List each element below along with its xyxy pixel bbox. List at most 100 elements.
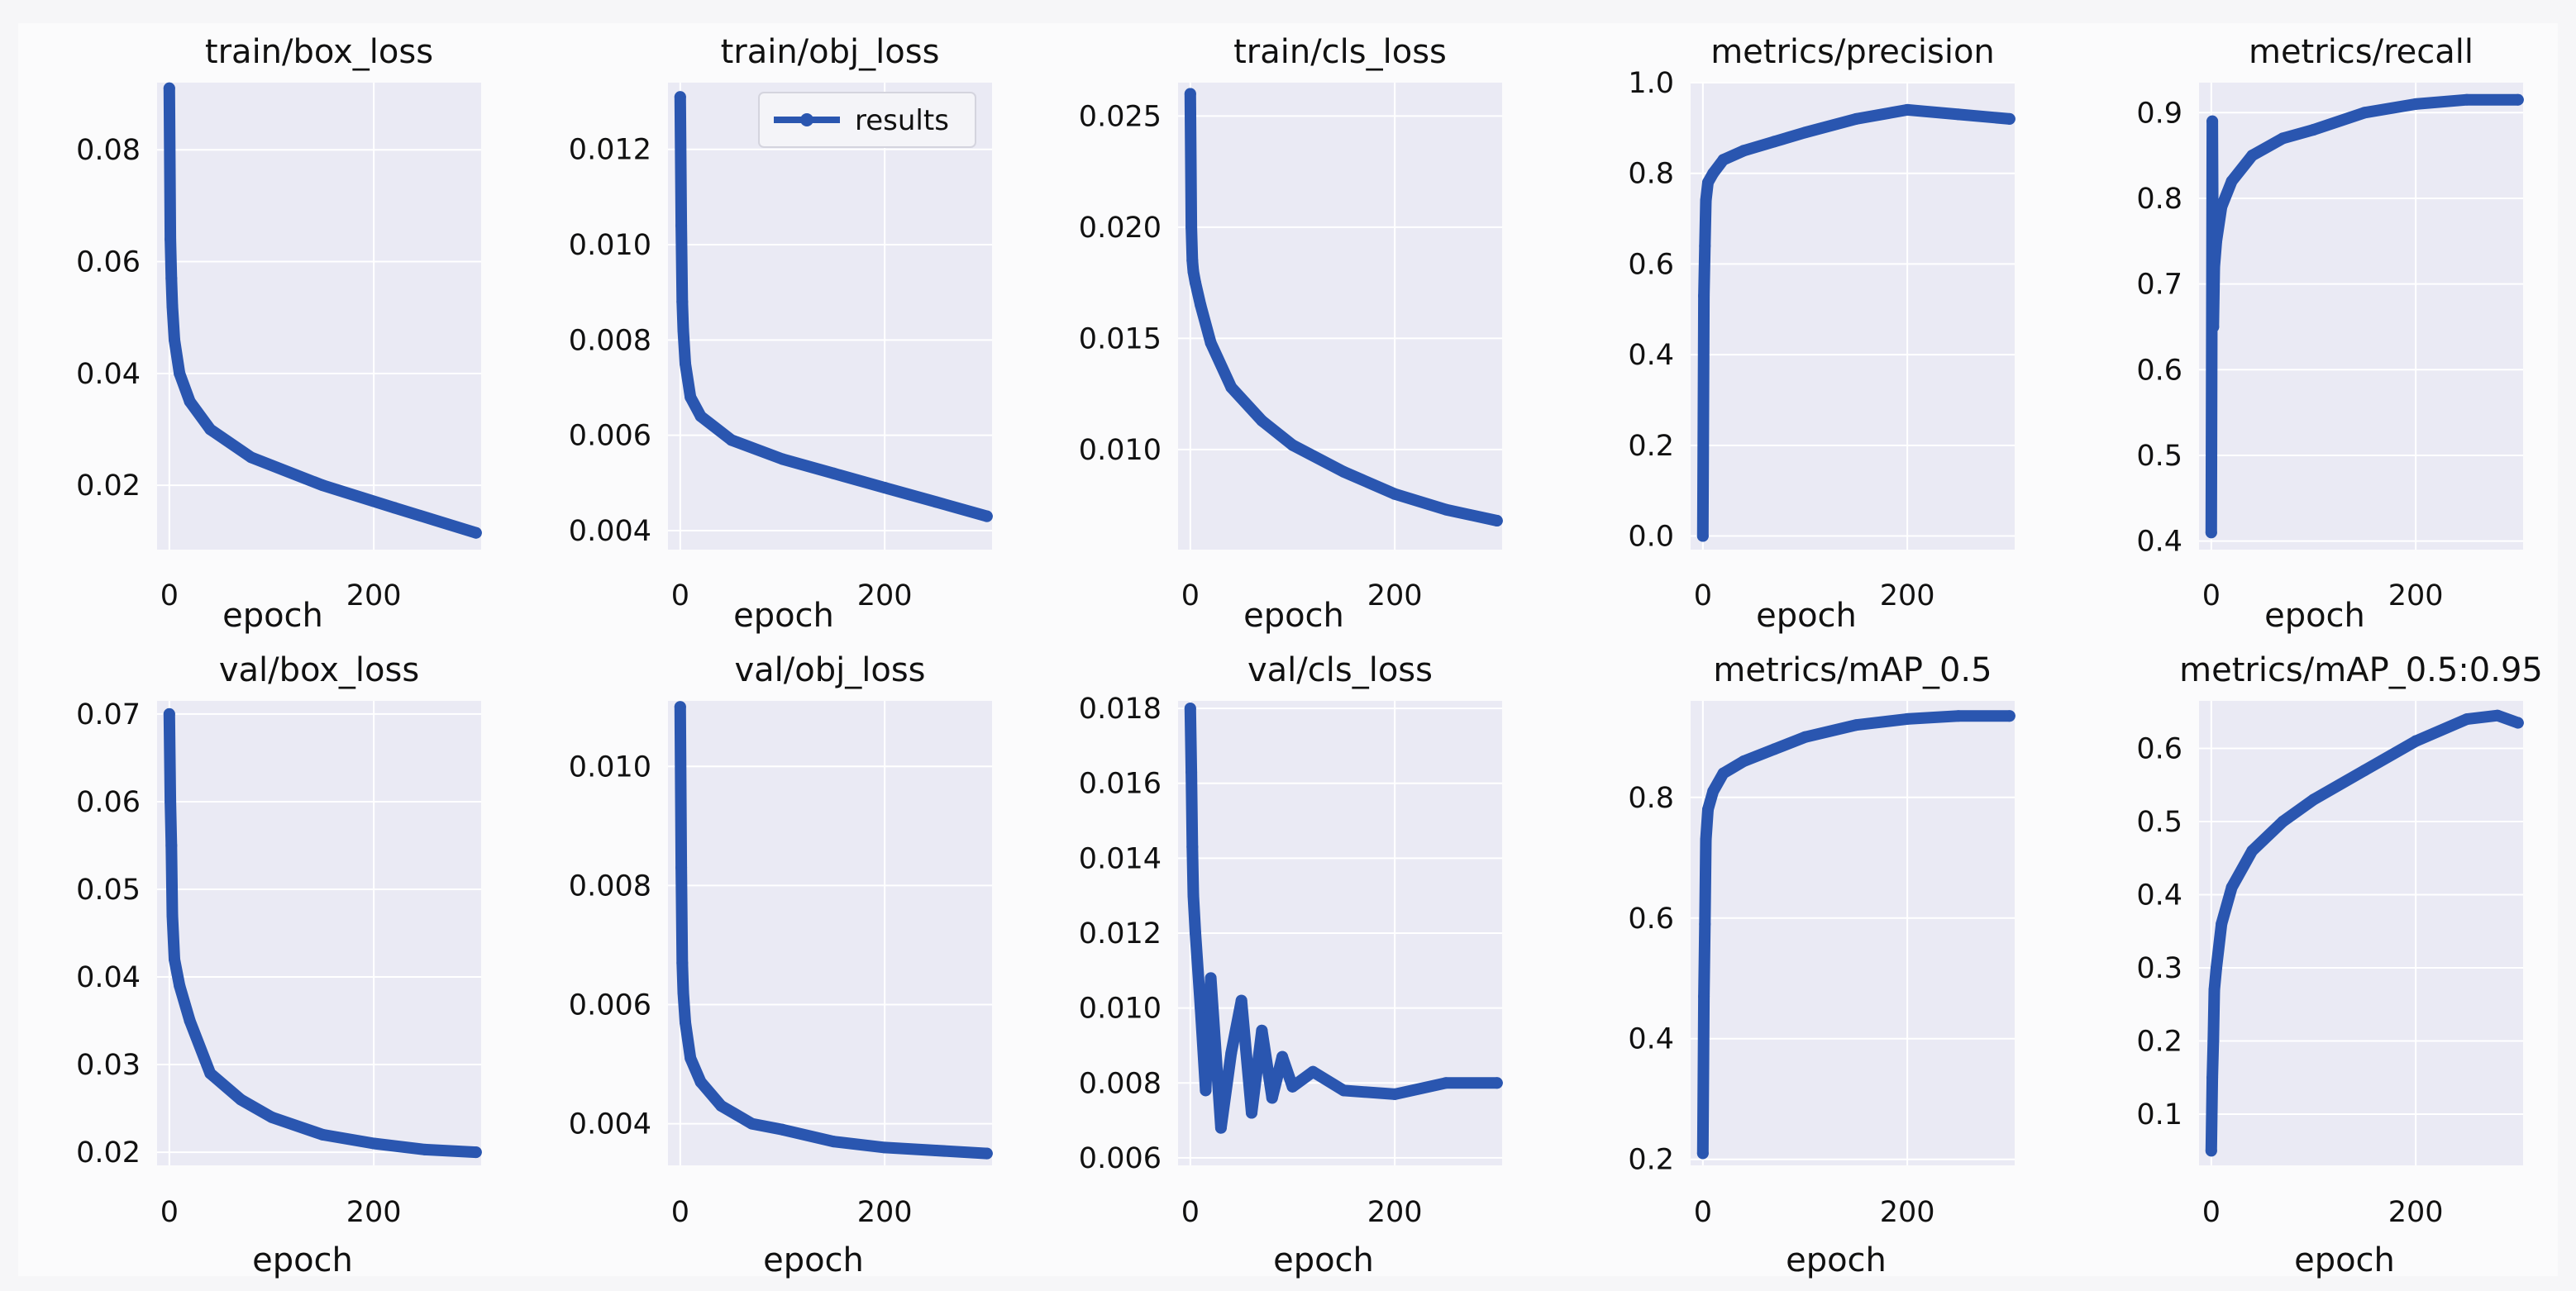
data-point xyxy=(2246,150,2259,162)
data-point xyxy=(677,987,689,999)
y-tick-label: 0.006 xyxy=(569,420,651,453)
chart-title: metrics/recall xyxy=(2249,33,2473,71)
data-point xyxy=(2492,709,2504,722)
data-point xyxy=(163,82,175,94)
data-point xyxy=(675,219,688,231)
data-point xyxy=(2460,713,2473,726)
chart-title: metrics/mAP_0.5:0.95 xyxy=(2179,651,2543,689)
y-tick-label: 0.012 xyxy=(1079,917,1162,950)
y-tick-label: 1.0 xyxy=(1628,67,1674,100)
data-point xyxy=(675,861,688,874)
plot-area xyxy=(668,83,992,550)
y-tick-label: 0.006 xyxy=(1079,1142,1162,1175)
data-point xyxy=(1246,1107,1258,1119)
data-point xyxy=(776,453,789,465)
data-point xyxy=(2307,793,2320,806)
chart-metrics-precision: metrics/precision 0.0 0.2 0.4 0.6 0.8 1.0 0 200 e… xyxy=(1628,33,2015,635)
data-point xyxy=(2207,1035,2220,1047)
data-point xyxy=(2246,845,2259,857)
chart-train-obj-loss: train/obj_loss 0.004 0.006 0.008 0.010 0.012 0… xyxy=(569,33,993,635)
y-tick-label: 0.6 xyxy=(1628,903,1674,936)
data-point xyxy=(1696,1147,1709,1160)
data-point xyxy=(165,272,178,284)
data-point xyxy=(2205,1145,2217,1157)
y-tick-label: 0.025 xyxy=(1079,100,1162,133)
data-point xyxy=(980,1147,993,1160)
y-tick-label: 0.014 xyxy=(1079,842,1162,875)
data-point xyxy=(2307,124,2320,136)
data-point xyxy=(685,1052,697,1065)
y-tick-label: 0.02 xyxy=(76,469,141,503)
y-tick-label: 0.2 xyxy=(2136,1026,2182,1059)
data-point xyxy=(1717,767,1729,779)
data-point xyxy=(1185,221,1198,233)
data-point xyxy=(317,1128,329,1141)
y-tick-label: 0.004 xyxy=(569,1108,651,1141)
data-point xyxy=(676,957,689,969)
y-tick-label: 0.2 xyxy=(1628,430,1674,463)
y-tick-label: 0.2 xyxy=(1628,1144,1674,1177)
data-point xyxy=(169,953,181,965)
data-point xyxy=(166,300,179,312)
data-point xyxy=(1195,1002,1207,1014)
x-axis-label: epoch xyxy=(733,597,834,635)
y-tick-label: 0.04 xyxy=(76,961,141,994)
data-point xyxy=(165,839,178,851)
y-tick-label: 0.07 xyxy=(76,698,141,731)
data-point xyxy=(2277,132,2289,145)
x-tick-label: 200 xyxy=(2388,1196,2444,1229)
chart-title: train/cls_loss xyxy=(1233,33,1447,71)
chart-title: train/box_loss xyxy=(205,33,433,71)
y-tick-label: 0.05 xyxy=(76,874,141,907)
chart-metrics-map-0-5: metrics/mAP_0.5 0.2 0.4 0.6 0.8 0 200 epoch xyxy=(1628,651,2015,1279)
chart-metrics-map-0-5-0-95: metrics/mAP_0.5:0.95 0.1 0.2 0.3 0.4 0.5 0.6 0 2… xyxy=(2136,651,2543,1279)
x-tick-label: 0 xyxy=(671,1196,689,1229)
x-axis-label: epoch xyxy=(2294,1241,2395,1279)
data-point xyxy=(680,1017,692,1029)
y-tick-label: 0.006 xyxy=(569,988,651,1022)
x-tick-label: 0 xyxy=(1181,1196,1200,1229)
chart-train-box-loss: train/box_loss 0.02 0.04 0.06 0.08 0 200 epoch xyxy=(76,33,482,635)
data-point xyxy=(163,707,175,720)
y-tick-label: 0.008 xyxy=(569,324,651,357)
series-line-results xyxy=(1696,103,2015,542)
data-point xyxy=(1702,176,1715,188)
data-point xyxy=(235,1093,247,1106)
chart-val-cls-loss: val/cls_loss 0.006 0.008 0.010 0.012 0.014 0.0… xyxy=(1079,651,1503,1279)
data-point xyxy=(1799,126,1811,139)
y-tick-label: 0.8 xyxy=(1628,782,1674,815)
y-tick-label: 0.016 xyxy=(1079,768,1162,801)
data-point xyxy=(165,795,177,807)
data-point xyxy=(1186,255,1199,267)
data-point xyxy=(1699,240,1711,252)
y-tick-label: 0.04 xyxy=(76,358,141,391)
y-tick-label: 0.3 xyxy=(2136,952,2182,985)
x-axis-label: epoch xyxy=(763,1241,864,1279)
data-point xyxy=(2359,765,2371,777)
plot-area xyxy=(1691,701,2015,1165)
x-tick-label: 200 xyxy=(2388,579,2444,612)
legend-marker xyxy=(800,113,813,126)
data-point xyxy=(1768,136,1781,148)
data-point xyxy=(694,1076,707,1089)
series-line-results xyxy=(163,82,482,539)
x-axis-label: epoch xyxy=(1273,1241,1374,1279)
y-tick-label: 0.08 xyxy=(76,134,141,167)
data-point xyxy=(174,979,186,992)
y-tick-label: 0.018 xyxy=(1079,693,1162,726)
data-point xyxy=(1256,1024,1268,1036)
y-tick-label: 0.4 xyxy=(1628,339,1674,372)
y-tick-label: 0.06 xyxy=(76,786,141,819)
plot-area xyxy=(668,701,992,1165)
data-point xyxy=(165,233,177,245)
y-tick-label: 0.02 xyxy=(76,1136,141,1170)
data-point xyxy=(1338,1084,1350,1097)
chart-legend: results xyxy=(758,92,976,148)
x-tick-label: 0 xyxy=(2202,1196,2221,1229)
y-tick-label: 0.06 xyxy=(76,246,141,279)
data-point xyxy=(245,451,257,464)
data-point xyxy=(1700,833,1712,846)
data-point xyxy=(470,526,482,539)
data-point xyxy=(388,502,400,514)
